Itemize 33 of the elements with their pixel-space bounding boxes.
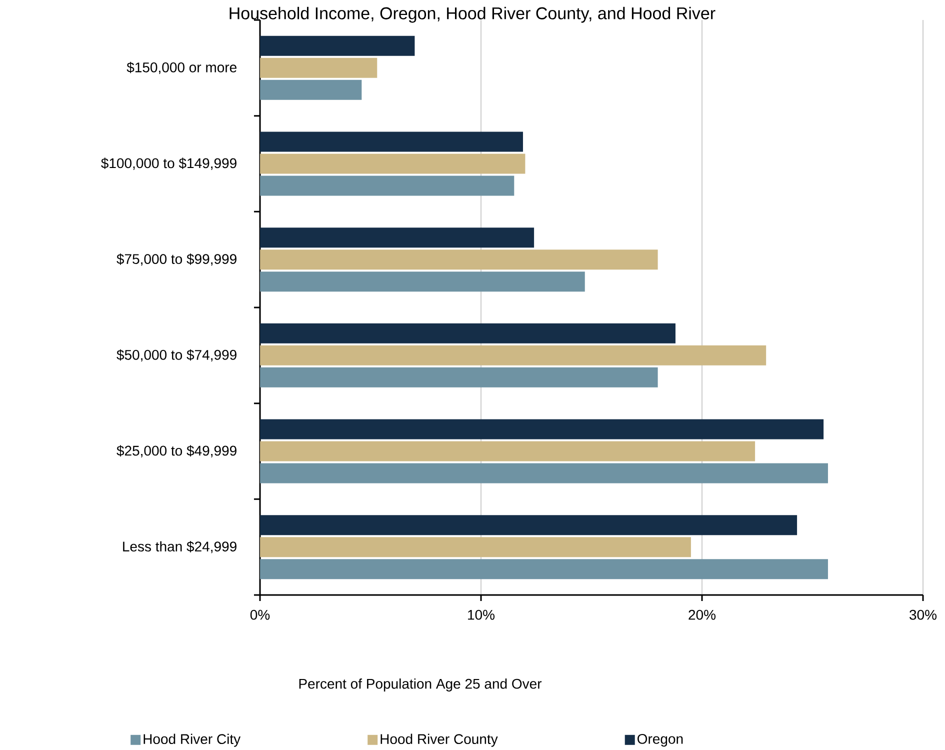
bar — [260, 250, 658, 270]
x-tick-label: 30% — [910, 610, 937, 620]
bar — [260, 419, 824, 440]
y-tick-label: $150,000 or more — [126, 62, 236, 74]
y-tick-label: $25,000 to $49,999 — [116, 445, 236, 458]
y-tick-label: Less than $24,999 — [123, 541, 236, 554]
bar — [260, 537, 691, 558]
bar — [260, 515, 798, 536]
chart-title: Household Income, Oregon, Hood River County, and Hood River — [230, 6, 716, 23]
y-tick-label: $50,000 to $74,999 — [116, 349, 236, 362]
x-tick-label: 0% — [250, 610, 270, 620]
bar — [260, 228, 534, 248]
bar — [260, 154, 526, 174]
legend-label: Hood River City — [144, 734, 241, 747]
bar — [260, 80, 362, 100]
bar — [260, 367, 658, 388]
bar — [260, 345, 766, 366]
bar — [260, 58, 378, 78]
legend-label: Oregon — [638, 734, 683, 747]
bar — [260, 323, 676, 344]
bar — [260, 132, 523, 152]
x-tick-label: 10% — [468, 610, 495, 620]
bar — [260, 272, 585, 292]
x-axis-title: Percent of Population Age 25 and Over — [299, 678, 542, 692]
y-tick-label: $100,000 to $149,999 — [101, 158, 236, 170]
y-tick-label: $75,000 to $99,999 — [116, 254, 236, 266]
x-tick-label: 20% — [688, 610, 716, 620]
bar — [260, 441, 756, 462]
bar — [260, 463, 828, 484]
bar — [260, 36, 415, 56]
legend-label: Hood River County — [380, 734, 498, 747]
bar — [260, 559, 828, 580]
bar — [260, 176, 514, 196]
